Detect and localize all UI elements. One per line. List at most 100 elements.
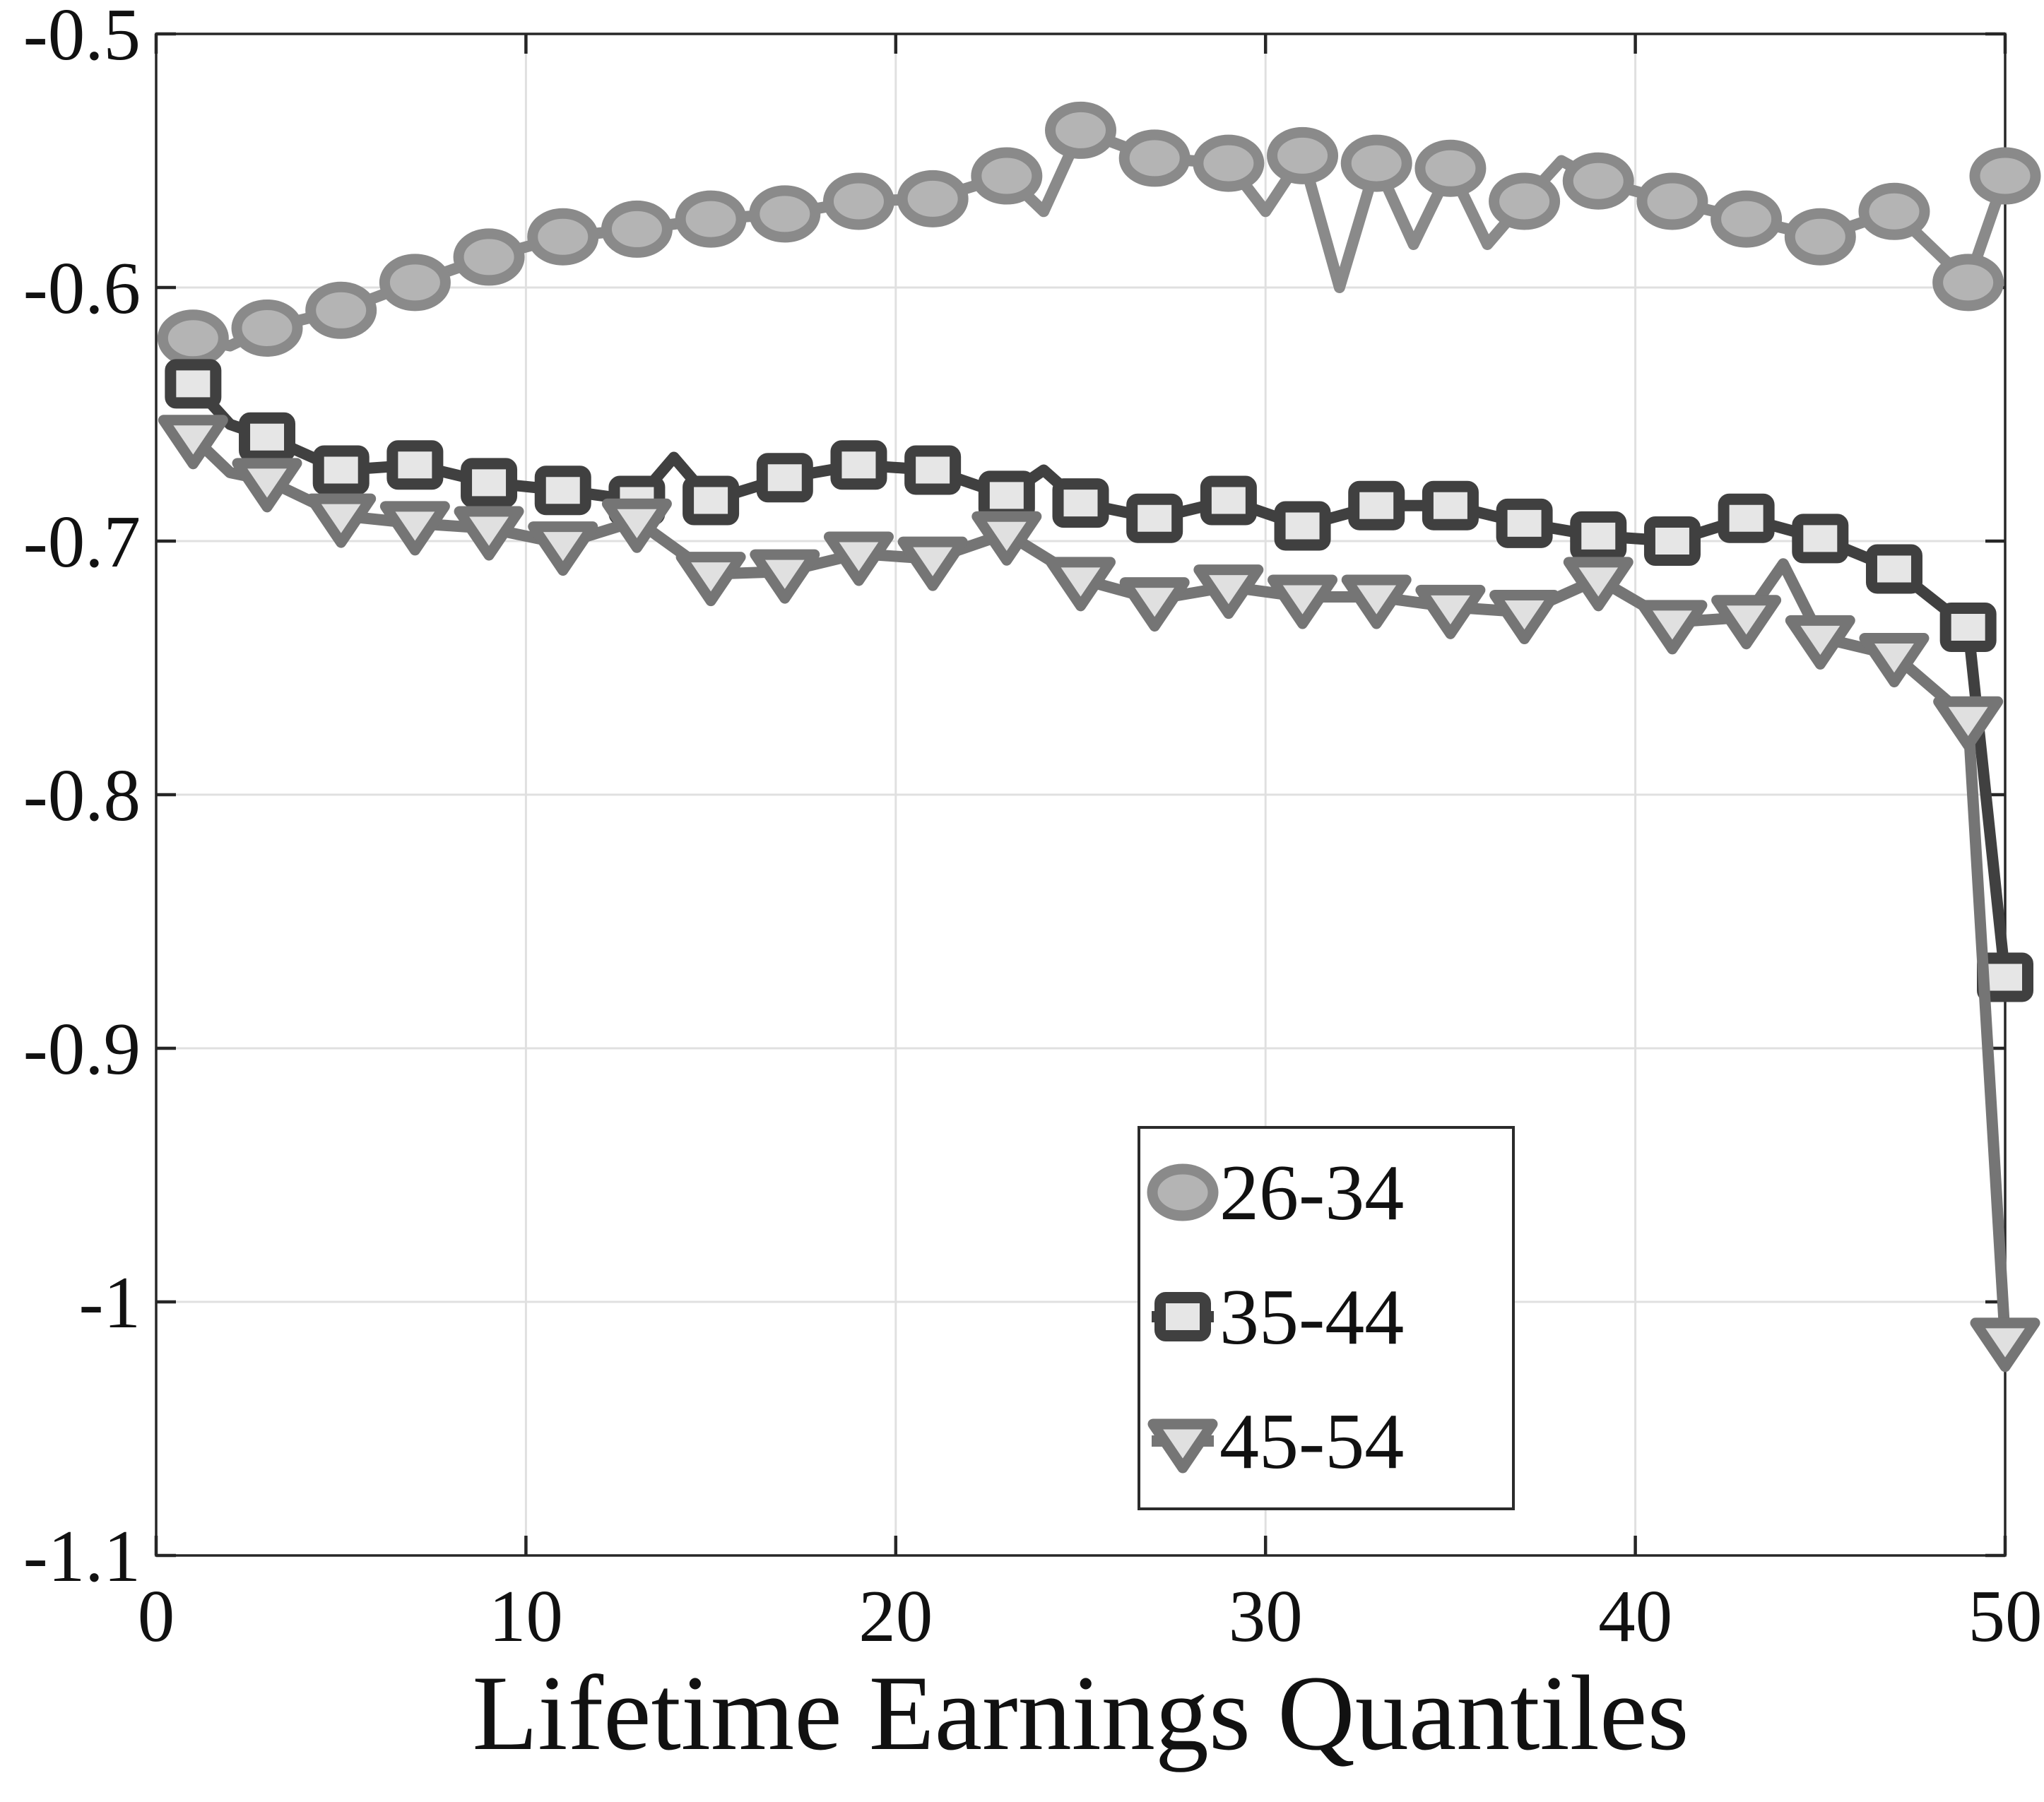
circle-icon <box>1932 254 2004 312</box>
square-icon <box>1422 480 1479 530</box>
triangle-down-icon <box>1711 595 1782 650</box>
square-icon <box>1154 1292 1211 1341</box>
square-icon <box>1496 498 1553 548</box>
y-tick-label: -0.6 <box>23 247 141 329</box>
legend: 26-34 35-44 45-54 <box>1138 1126 1515 1510</box>
circle-icon <box>1193 134 1265 192</box>
y-tick-label: -1 <box>79 1261 141 1344</box>
square-icon <box>1274 501 1331 551</box>
square-icon <box>1643 516 1701 566</box>
y-tick-label: -0.7 <box>23 500 141 583</box>
triangle-down-icon <box>971 511 1042 566</box>
circle-icon <box>897 170 969 227</box>
square-icon <box>1348 480 1405 530</box>
circle-icon <box>1784 208 1856 266</box>
circle-icon <box>1489 172 1561 230</box>
square-icon <box>534 466 591 516</box>
circle-icon <box>1118 129 1191 187</box>
triangle-down-icon <box>675 552 746 607</box>
x-tick-label: 0 <box>138 1575 175 1657</box>
x-tick-label: 40 <box>1598 1575 1672 1657</box>
square-icon <box>1792 514 1849 564</box>
triangle-down-icon <box>379 501 450 556</box>
circle-icon <box>1267 126 1339 184</box>
triangle-down-icon <box>1147 1418 1218 1474</box>
circle-icon <box>1562 152 1634 210</box>
square-icon <box>1865 544 1922 594</box>
triangle-down-icon <box>454 506 524 561</box>
triangle-down-icon <box>528 521 598 576</box>
square-icon <box>978 470 1035 521</box>
circle-icon <box>1858 182 1930 240</box>
square-icon <box>386 440 444 490</box>
circle-icon <box>822 172 894 230</box>
circle-icon <box>1045 101 1116 159</box>
square-icon <box>1718 493 1775 543</box>
square-icon <box>165 359 222 409</box>
series-markers-26-34 <box>157 101 2041 367</box>
triangle-down-icon <box>306 493 377 548</box>
x-tick-label: 50 <box>1968 1575 2043 1657</box>
triangle-down-icon <box>750 549 820 604</box>
circle-icon <box>971 147 1043 205</box>
triangle-down-icon <box>1933 696 2004 751</box>
circle-icon <box>157 309 229 367</box>
square-icon <box>683 475 740 526</box>
triangle-down-icon <box>1563 557 1634 612</box>
square-icon <box>830 440 887 490</box>
square-icon <box>756 453 813 503</box>
triangle-down-icon <box>823 531 894 586</box>
legend-entry-35-44: 35-44 <box>1152 1274 1404 1361</box>
series-26-34 <box>157 101 2041 367</box>
triangle-down-icon <box>158 415 228 470</box>
circle-icon <box>675 190 747 248</box>
triangle-down-icon <box>1341 574 1412 629</box>
series-line-45-54 <box>187 431 2011 1346</box>
square-icon <box>1570 511 1627 561</box>
square-icon <box>1052 478 1109 528</box>
circle-icon <box>1969 147 2041 205</box>
triangle-down-icon <box>1489 590 1560 645</box>
circle-icon <box>1414 139 1487 197</box>
y-tick-label: -0.9 <box>23 1007 141 1090</box>
triangle-down-icon <box>1119 577 1190 632</box>
circle-icon <box>1711 190 1783 248</box>
x-tick-label: 20 <box>858 1575 933 1657</box>
legend-label: 26-34 <box>1219 1149 1404 1237</box>
triangle-down-icon <box>1785 615 1855 670</box>
x-axis-label: Lifetime Earnings Quantiles <box>472 1654 1689 1772</box>
square-icon <box>1939 603 1997 653</box>
square-icon <box>461 458 518 508</box>
square-icon <box>904 445 962 495</box>
square-icon <box>1200 475 1257 526</box>
circle-icon <box>231 299 303 357</box>
y-tick-labels: -0.5 -0.6 -0.7 -0.8 -0.9 -1 -1.1 <box>23 0 141 1597</box>
triangle-down-icon <box>1859 633 1930 688</box>
triangle-down-icon <box>1268 574 1338 629</box>
x-tick-labels: 0 10 20 30 40 50 <box>138 1575 2043 1657</box>
y-tick-label: -1.1 <box>23 1514 141 1597</box>
triangle-down-icon <box>601 498 672 553</box>
circle-icon <box>305 281 377 339</box>
square-icon <box>312 445 370 495</box>
legend-entry-26-34: 26-34 <box>1147 1149 1404 1237</box>
circle-icon <box>527 208 599 266</box>
circle-icon <box>749 185 821 243</box>
square-icon <box>239 412 296 462</box>
triangle-down-icon <box>1415 584 1486 639</box>
legend-entry-45-54: 45-54 <box>1147 1398 1404 1486</box>
triangle-down-icon <box>1970 1317 2040 1373</box>
x-tick-label: 30 <box>1229 1575 1303 1657</box>
y-tick-label: -0.8 <box>23 754 141 836</box>
legend-label: 35-44 <box>1219 1274 1404 1361</box>
circle-icon <box>453 228 525 286</box>
triangle-down-icon <box>232 458 302 513</box>
circle-icon <box>1147 1163 1219 1221</box>
legend-label: 45-54 <box>1219 1398 1404 1486</box>
circle-icon <box>1340 134 1412 192</box>
triangle-down-icon <box>897 536 968 591</box>
triangle-down-icon <box>1637 600 1708 655</box>
